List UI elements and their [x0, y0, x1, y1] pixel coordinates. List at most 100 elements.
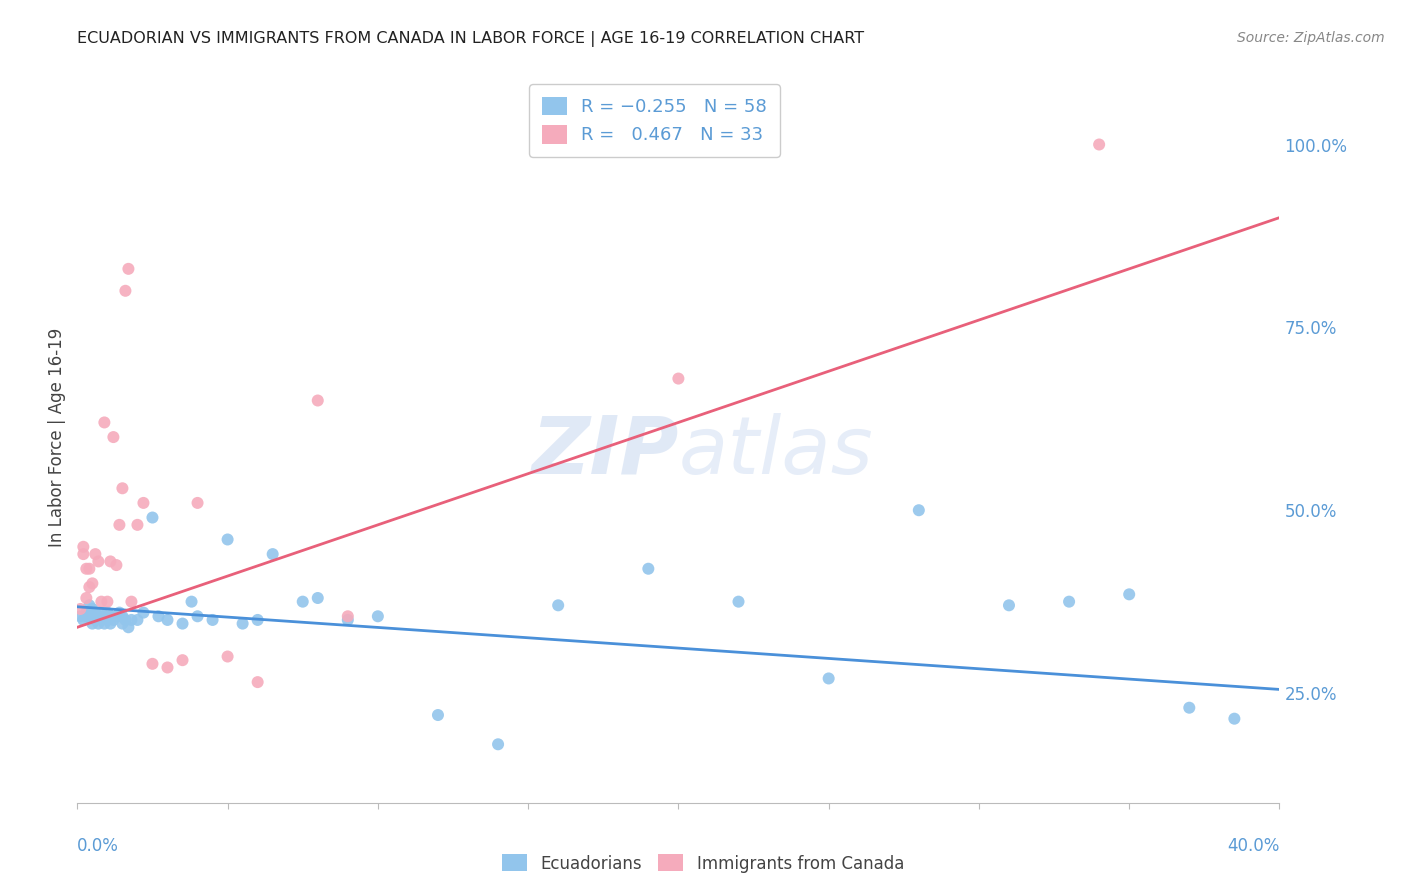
Point — [187, 609, 209, 624]
Y-axis label: In Labor Force | Age 16-19: In Labor Force | Age 16-19 — [48, 327, 66, 547]
Point — [79, 562, 101, 576]
Point — [79, 599, 101, 613]
Point — [486, 737, 509, 751]
Point — [75, 606, 97, 620]
Point — [117, 261, 139, 276]
Point — [90, 594, 112, 608]
Point — [84, 606, 107, 620]
Point — [114, 613, 136, 627]
Text: ZIP: ZIP — [531, 413, 679, 491]
Point — [127, 517, 149, 532]
Point — [367, 609, 389, 624]
Point — [217, 649, 239, 664]
Point — [93, 616, 115, 631]
Point — [100, 616, 122, 631]
Point — [111, 609, 134, 624]
Point — [336, 613, 359, 627]
Point — [172, 616, 194, 631]
Point — [246, 613, 269, 627]
Point — [187, 496, 209, 510]
Point — [105, 558, 128, 573]
Point — [156, 613, 179, 627]
Point — [1057, 594, 1080, 608]
Text: atlas: atlas — [679, 413, 873, 491]
Point — [96, 613, 118, 627]
Point — [217, 533, 239, 547]
Point — [132, 606, 155, 620]
Point — [114, 284, 136, 298]
Point — [336, 609, 359, 624]
Point — [84, 613, 107, 627]
Point — [96, 606, 118, 620]
Legend: R = −0.255   N = 58, R =   0.467   N = 33: R = −0.255 N = 58, R = 0.467 N = 33 — [529, 84, 780, 157]
Point — [82, 602, 104, 616]
Point — [637, 562, 659, 576]
Text: ECUADORIAN VS IMMIGRANTS FROM CANADA IN LABOR FORCE | AGE 16-19 CORRELATION CHAR: ECUADORIAN VS IMMIGRANTS FROM CANADA IN … — [77, 31, 865, 47]
Point — [108, 517, 131, 532]
Point — [1178, 700, 1201, 714]
Point — [427, 708, 450, 723]
Point — [1223, 712, 1246, 726]
Point — [82, 576, 104, 591]
Point — [90, 606, 112, 620]
Point — [69, 609, 91, 624]
Point — [72, 613, 94, 627]
Point — [84, 547, 107, 561]
Point — [75, 609, 97, 624]
Point — [120, 613, 142, 627]
Point — [232, 616, 254, 631]
Point — [817, 672, 839, 686]
Point — [998, 599, 1021, 613]
Point — [69, 602, 91, 616]
Point — [82, 616, 104, 631]
Point — [291, 594, 314, 608]
Point — [108, 606, 131, 620]
Legend: Ecuadorians, Immigrants from Canada: Ecuadorians, Immigrants from Canada — [495, 847, 911, 880]
Point — [1088, 137, 1111, 152]
Point — [103, 430, 125, 444]
Point — [96, 594, 118, 608]
Text: Source: ZipAtlas.com: Source: ZipAtlas.com — [1237, 31, 1385, 45]
Point — [908, 503, 931, 517]
Point — [87, 616, 110, 631]
Point — [547, 599, 569, 613]
Point — [668, 371, 690, 385]
Point — [87, 554, 110, 568]
Point — [75, 562, 97, 576]
Point — [172, 653, 194, 667]
Text: 40.0%: 40.0% — [1227, 837, 1279, 855]
Point — [93, 416, 115, 430]
Point — [82, 609, 104, 624]
Point — [262, 547, 284, 561]
Point — [93, 609, 115, 624]
Point — [727, 594, 749, 608]
Point — [117, 620, 139, 634]
Point — [156, 660, 179, 674]
Point — [127, 613, 149, 627]
Point — [90, 613, 112, 627]
Text: 0.0%: 0.0% — [77, 837, 120, 855]
Point — [75, 591, 97, 605]
Point — [72, 547, 94, 561]
Point — [307, 393, 329, 408]
Point — [201, 613, 224, 627]
Point — [141, 510, 163, 524]
Point — [111, 616, 134, 631]
Point — [79, 580, 101, 594]
Point — [246, 675, 269, 690]
Point — [307, 591, 329, 605]
Point — [105, 609, 128, 624]
Point — [87, 609, 110, 624]
Point — [132, 496, 155, 510]
Point — [111, 481, 134, 495]
Point — [100, 554, 122, 568]
Point — [141, 657, 163, 671]
Point — [103, 613, 125, 627]
Point — [1118, 587, 1140, 601]
Point — [72, 540, 94, 554]
Point — [79, 609, 101, 624]
Point — [100, 609, 122, 624]
Point — [120, 594, 142, 608]
Point — [148, 609, 170, 624]
Point — [180, 594, 202, 608]
